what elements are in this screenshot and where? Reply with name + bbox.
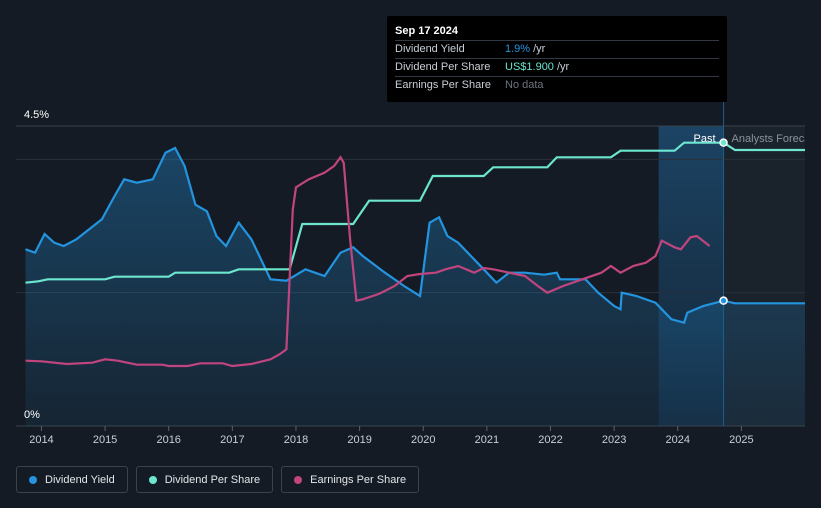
tooltip-value: 1.9% [505, 43, 531, 55]
tooltip-value: US$1.900 [505, 61, 554, 73]
tooltip: Sep 17 2024 Dividend Yield 1.9% /yr Divi… [387, 16, 727, 102]
x-tick-label: 2020 [411, 434, 435, 446]
x-tick-label: 2014 [29, 434, 53, 446]
earnings-per-share-line [25, 155, 711, 368]
tooltip-row-dividend-per-share: Dividend Per Share US$1.900 /yr [395, 58, 719, 76]
tooltip-value: No data [505, 79, 544, 91]
tooltip-date: Sep 17 2024 [395, 25, 458, 37]
dividend-per-share-marker [719, 138, 728, 147]
x-tick-label: 2022 [538, 434, 562, 446]
earnings-per-share-dot-icon [294, 475, 303, 484]
legend-item-earnings-per-share[interactable]: Earnings Per Share [281, 466, 420, 493]
dividend-yield-line [25, 146, 805, 325]
analysts-forecasts-label: Analysts Forecasts [732, 133, 821, 145]
legend: Dividend Yield Dividend Per Share Earnin… [16, 466, 420, 493]
tooltip-label: Dividend Yield [395, 43, 465, 55]
y-tick-label-top: 4.5% [24, 109, 49, 121]
legend-label: Earnings Per Share [310, 473, 407, 486]
legend-label: Dividend Yield [45, 473, 115, 486]
x-tick-label: 2018 [284, 434, 308, 446]
y-tick-label-bottom: 0% [24, 409, 40, 421]
dividend-per-share-dot-icon [148, 475, 157, 484]
x-tick-label: 2019 [347, 434, 371, 446]
x-tick-label: 2023 [602, 434, 626, 446]
dividend-yield-dot-icon [29, 475, 37, 484]
x-tick-label: 2024 [665, 434, 689, 446]
dividend-yield-marker [719, 296, 728, 305]
x-tick-label: 2016 [156, 434, 180, 446]
tooltip-row-dividend-yield: Dividend Yield 1.9% /yr [395, 40, 719, 58]
legend-label: Dividend Per Share [164, 473, 261, 486]
tooltip-unit: /yr [556, 61, 570, 73]
legend-item-dividend-per-share[interactable]: Dividend Per Share [135, 466, 274, 493]
legend-item-dividend-yield[interactable]: Dividend Yield [16, 466, 128, 493]
tooltip-label: Dividend Per Share [395, 61, 491, 73]
tooltip-label: Earnings Per Share [395, 79, 491, 91]
x-tick-label: 2025 [729, 434, 753, 446]
x-tick-label: 2015 [93, 434, 117, 446]
dividend-per-share-line [25, 141, 805, 284]
tooltip-row-earnings-per-share: Earnings Per Share No data [395, 76, 719, 94]
tooltip-unit: /yr [533, 43, 546, 55]
dividend-yield-area [25, 148, 805, 426]
x-axis: 2014 2015 2016 2017 2018 2019 2020 2021 2022 2023… [29, 426, 754, 446]
x-tick-label: 2021 [475, 434, 499, 446]
past-label: Past [694, 133, 716, 145]
x-tick-label: 2017 [220, 434, 244, 446]
